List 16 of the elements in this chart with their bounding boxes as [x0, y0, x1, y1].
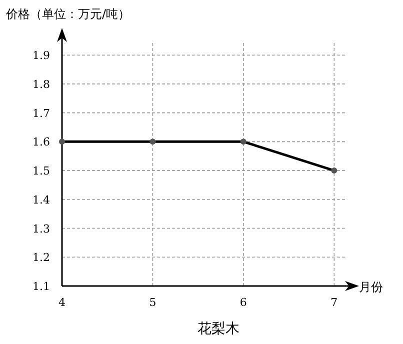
- x-axis-title: 月份: [359, 280, 383, 294]
- y-axis-title: 价格（单位：万元/吨）: [5, 7, 130, 21]
- y-tick-label: 1.2: [32, 251, 50, 264]
- x-tick-label: 6: [240, 296, 247, 309]
- text: 花梨木: [198, 321, 240, 337]
- y-tick-label: 1.4: [32, 193, 50, 206]
- x-tick-label: 4: [58, 296, 66, 309]
- y-tick-label: 1.8: [32, 78, 50, 91]
- y-tick-label: 1.9: [32, 49, 50, 62]
- y-tick-label: 1.7: [32, 106, 50, 120]
- x-tick-label: 5: [149, 296, 156, 309]
- y-tick-label: 1.6: [32, 136, 50, 149]
- y-tick-label: 1.1: [32, 280, 50, 293]
- x-tick-label: 7: [330, 296, 338, 309]
- y-tick-label: 1.3: [32, 222, 50, 236]
- y-tick-label: 1.5: [32, 164, 50, 178]
